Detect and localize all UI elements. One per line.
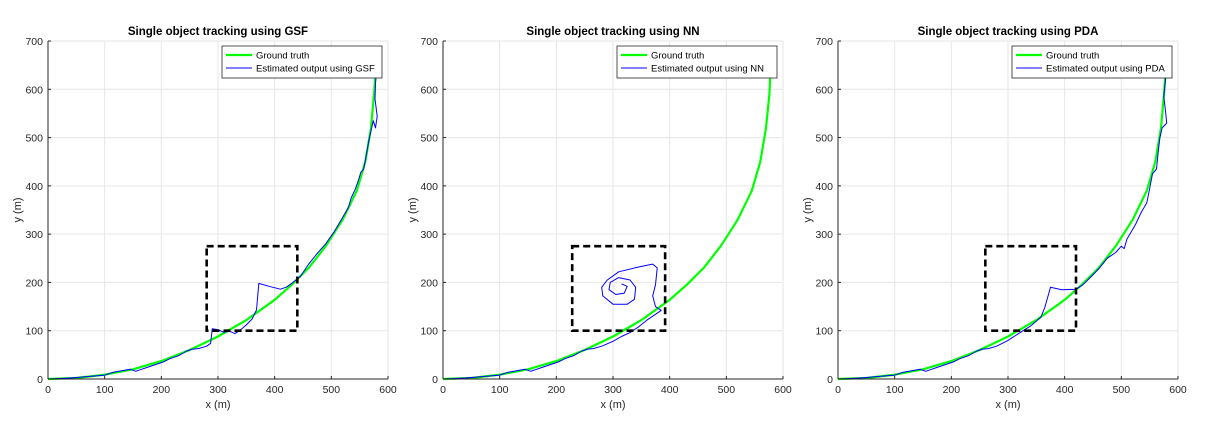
x-tick-label: 400 — [266, 384, 284, 396]
legend: Ground truth Estimated output using PDA — [1011, 45, 1173, 79]
x-tick-label: 0 — [835, 384, 841, 396]
legend: Ground truth Estimated output using NN — [616, 45, 778, 79]
legend-box — [616, 45, 778, 79]
y-tick-label: 700 — [25, 36, 43, 48]
x-tick-label: 300 — [604, 384, 622, 396]
x-tick-label: 200 — [943, 384, 961, 396]
chart-title: Single object tracking using NN — [526, 26, 699, 38]
x-tick-label: 500 — [323, 384, 341, 396]
y-tick-label: 400 — [815, 181, 833, 193]
ground-truth-line — [442, 69, 772, 381]
y-axis-label: y (m) — [12, 197, 24, 222]
x-tick-label: 600 — [774, 384, 792, 396]
y-axis-label: y (m) — [802, 197, 814, 222]
y-tick-label: 400 — [420, 181, 438, 193]
chart-panel-2: 0 100 200 300 400 500 600 0 100 200 300 400 500 600 70… — [407, 26, 792, 411]
y-tick-label: 200 — [25, 277, 43, 289]
y-tick-label: 700 — [420, 36, 438, 48]
chart-panel-1: 0 100 200 300 400 500 600 0 100 200 300 400 500 600 70… — [12, 26, 397, 411]
y-tick-label: 300 — [25, 229, 43, 241]
legend: Ground truth Estimated output using GSF — [221, 45, 383, 79]
y-tick-label: 500 — [25, 133, 43, 145]
chart-panel-3: 0 100 200 300 400 500 600 0 100 200 300 400 500 600 70… — [802, 26, 1187, 411]
y-tick-label: 600 — [815, 84, 833, 96]
x-axis-label: x (m) — [205, 399, 230, 411]
y-tick-label: 0 — [432, 374, 438, 386]
y-axis-label: y (m) — [407, 197, 419, 222]
ground-truth-line — [837, 69, 1167, 381]
x-tick-label: 300 — [999, 384, 1017, 396]
x-tick-label: 400 — [661, 384, 679, 396]
legend-entry: Estimated output using NN — [651, 64, 764, 75]
y-tick-label: 0 — [37, 374, 43, 386]
y-tick-label: 300 — [420, 229, 438, 241]
x-tick-label: 600 — [1169, 384, 1187, 396]
chart-title: Single object tracking using GSF — [128, 26, 308, 38]
legend-entry: Ground truth — [651, 51, 704, 62]
x-tick-label: 100 — [886, 384, 904, 396]
estimated-output-line — [47, 69, 378, 380]
y-tick-label: 100 — [25, 326, 43, 338]
y-tick-label: 400 — [25, 181, 43, 193]
y-tick-label: 100 — [815, 326, 833, 338]
legend-box — [1011, 45, 1173, 79]
estimated-output-line — [442, 263, 662, 380]
x-tick-label: 200 — [153, 384, 171, 396]
x-tick-label: 500 — [718, 384, 736, 396]
x-axis-label: x (m) — [995, 399, 1020, 411]
x-tick-label: 200 — [548, 384, 566, 396]
x-tick-label: 100 — [491, 384, 509, 396]
legend-entry: Ground truth — [1046, 51, 1099, 62]
y-tick-label: 300 — [815, 229, 833, 241]
x-tick-label: 500 — [1113, 384, 1131, 396]
legend-entry: Ground truth — [256, 51, 309, 62]
y-tick-label: 100 — [420, 326, 438, 338]
x-tick-label: 600 — [379, 384, 397, 396]
y-tick-label: 500 — [420, 133, 438, 145]
x-tick-label: 0 — [45, 384, 51, 396]
zoom-box-annotation — [570, 244, 667, 333]
y-tick-label: 600 — [420, 84, 438, 96]
y-tick-label: 500 — [815, 133, 833, 145]
y-tick-label: 200 — [420, 277, 438, 289]
y-tick-label: 0 — [827, 374, 833, 386]
x-tick-label: 400 — [1056, 384, 1074, 396]
x-tick-label: 300 — [209, 384, 227, 396]
x-axis-label: x (m) — [600, 399, 625, 411]
estimated-output-line — [837, 69, 1168, 380]
x-tick-label: 0 — [440, 384, 446, 396]
x-tick-label: 100 — [96, 384, 114, 396]
zoom-box-annotation — [205, 244, 299, 333]
y-tick-label: 700 — [815, 36, 833, 48]
y-tick-label: 200 — [815, 277, 833, 289]
legend-box — [221, 45, 383, 79]
legend-entry: Estimated output using GSF — [256, 64, 375, 75]
legend-entry: Estimated output using PDA — [1046, 64, 1165, 75]
zoom-box-annotation — [984, 244, 1078, 333]
y-tick-label: 600 — [25, 84, 43, 96]
chart-title: Single object tracking using PDA — [918, 26, 1099, 38]
